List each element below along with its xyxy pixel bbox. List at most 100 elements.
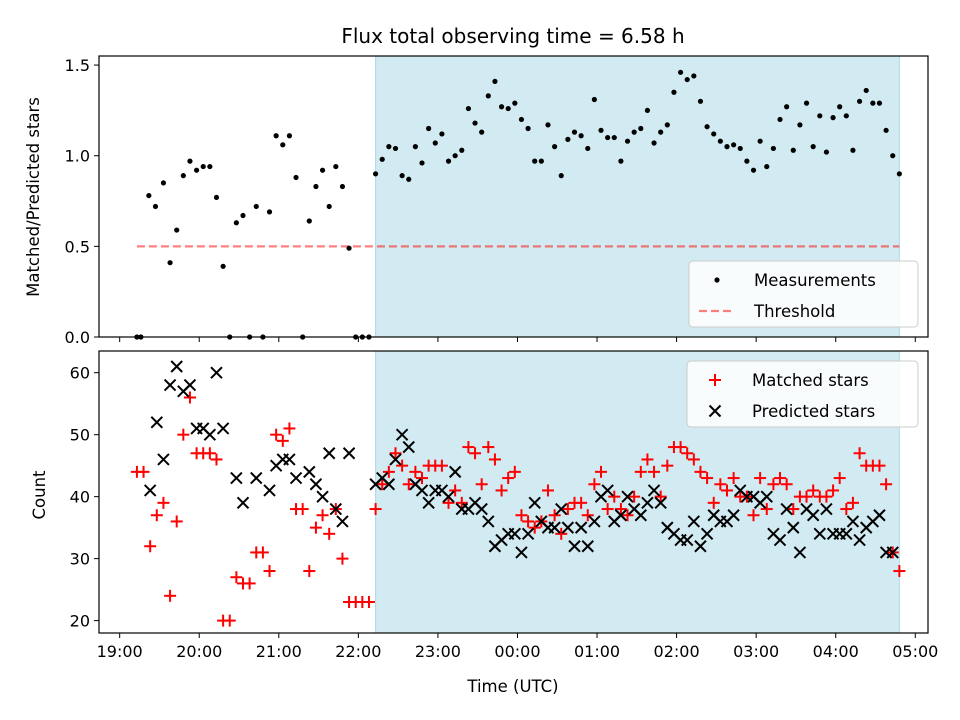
measurement-point xyxy=(532,158,538,164)
predicted-star-point xyxy=(150,416,164,429)
measurement-point xyxy=(704,124,710,130)
matched-star-point xyxy=(681,447,694,460)
measurement-point xyxy=(459,147,465,153)
matched-star-point xyxy=(416,472,429,485)
matched-star-point xyxy=(853,447,866,460)
matched-star-point xyxy=(389,447,402,460)
matched-star-point xyxy=(482,441,495,454)
measurement-point xyxy=(651,140,657,146)
measurement-point xyxy=(200,163,206,170)
measurement-point xyxy=(638,125,644,132)
measurement-point xyxy=(306,218,312,224)
matched-star-point xyxy=(382,465,395,478)
ratio-axes-frame xyxy=(98,55,929,338)
measurement-point xyxy=(611,134,617,141)
legend-label: Threshold xyxy=(753,302,835,321)
measurement-point xyxy=(837,104,843,110)
x-axis-label: Time (UTC) xyxy=(466,677,558,696)
predicted-star-point xyxy=(694,540,707,553)
measurement-point xyxy=(870,100,876,106)
measurement-point xyxy=(684,76,690,83)
matched-star-point xyxy=(893,565,906,578)
measurement-point xyxy=(631,129,637,135)
predicted-star-point xyxy=(840,527,853,541)
matched-star-point xyxy=(256,546,269,559)
measurement-point xyxy=(605,134,611,141)
measurement-point xyxy=(797,122,803,128)
predicted-star-point xyxy=(316,490,329,503)
measurement-point xyxy=(744,158,750,164)
measurement-point xyxy=(319,167,326,173)
matched-star-point xyxy=(488,453,501,466)
matched-star-point xyxy=(614,503,627,516)
predicted-star-point xyxy=(780,502,793,516)
matched-star-point xyxy=(840,503,853,516)
predicted-star-point xyxy=(230,471,243,485)
measurement-point xyxy=(180,173,186,179)
matched-star-point xyxy=(548,509,561,522)
predicted-star-point xyxy=(210,366,223,379)
measurement-point xyxy=(790,147,796,153)
measurement-point xyxy=(731,142,737,148)
measurement-point xyxy=(890,153,896,159)
legend-label: Predicted stars xyxy=(752,402,875,421)
matched-star-point xyxy=(144,540,157,553)
measurement-point xyxy=(512,100,518,106)
matched-star-point xyxy=(316,509,329,522)
measurement-point xyxy=(810,144,816,150)
measurement-point xyxy=(379,156,385,162)
matched-star-point xyxy=(787,503,800,516)
matched-star-point xyxy=(303,565,316,578)
measurement-point xyxy=(426,125,432,132)
predicted-star-point xyxy=(548,521,561,534)
predicted-star-point xyxy=(793,546,807,559)
matched-star-point xyxy=(694,465,707,478)
predicted-star-point xyxy=(216,422,230,435)
matched-star-point xyxy=(661,459,674,472)
matched-star-point xyxy=(522,515,535,528)
x-tick-label: 21:00 xyxy=(256,642,302,661)
predicted-star-point xyxy=(727,509,740,522)
measurement-point xyxy=(220,263,226,269)
matched-star-point xyxy=(595,465,608,478)
predicted-star-point xyxy=(422,496,435,510)
matched-star-point xyxy=(449,484,462,497)
predicted-star-point xyxy=(170,360,183,373)
measurement-point xyxy=(452,153,458,159)
matched-star-point xyxy=(760,503,773,516)
matched-star-point xyxy=(469,447,482,460)
measurement-point xyxy=(313,183,319,190)
matched-star-point xyxy=(846,496,859,509)
predicted-star-point xyxy=(442,490,455,503)
measurement-point xyxy=(711,131,717,137)
matched-star-point xyxy=(376,478,389,491)
ratio-legend: Measurements Threshold xyxy=(688,260,919,328)
count-panel: 19:00 20:00 21:00 22:00 23:00 00:00 01:00 02:00… xyxy=(70,350,938,661)
matched-star-point xyxy=(561,503,574,516)
matched-star-point xyxy=(674,441,687,454)
measurement-point xyxy=(326,203,332,210)
matched-star-point xyxy=(177,428,190,441)
measurement-point xyxy=(883,127,889,133)
measurement-point xyxy=(823,149,830,155)
count-y-tick-label: 30 xyxy=(70,550,90,569)
measurement-point xyxy=(233,220,239,226)
count-y-tick-label: 50 xyxy=(70,426,90,445)
measurement-point xyxy=(406,176,412,182)
measurement-point xyxy=(152,203,159,210)
predicted-star-point xyxy=(555,502,568,516)
matched-star-point xyxy=(170,515,183,528)
measurement-point xyxy=(372,171,379,177)
measurement-point xyxy=(412,144,418,150)
measurement-point xyxy=(856,98,863,104)
matched-star-point xyxy=(701,472,714,485)
count-axes-frame xyxy=(98,350,929,634)
predicted-star-point xyxy=(183,378,197,392)
measurement-point xyxy=(286,133,293,139)
predicted-star-point xyxy=(303,465,316,479)
measurement-point xyxy=(505,105,511,112)
measurement-point xyxy=(273,133,279,139)
predicted-star-point xyxy=(634,509,648,522)
matched-star-point xyxy=(581,509,594,522)
measurement-point xyxy=(817,113,823,119)
